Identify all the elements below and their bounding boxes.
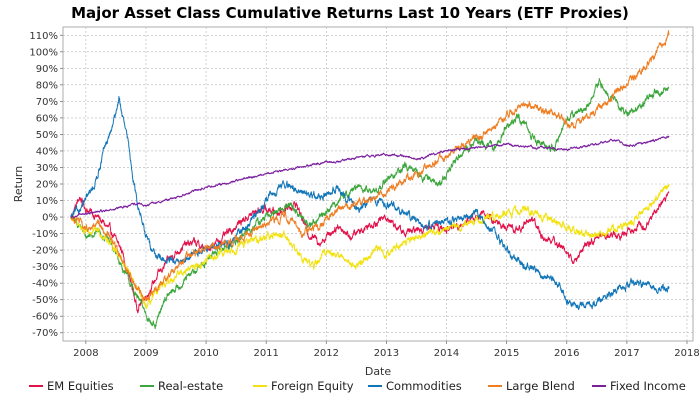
- y-tick-label: -30%: [32, 262, 58, 273]
- y-tick-label: -50%: [32, 295, 58, 306]
- y-tick-label: 110%: [29, 31, 58, 42]
- y-tick-label: -40%: [32, 279, 58, 290]
- y-tick-label: -70%: [32, 328, 58, 339]
- series-line-fixed-income: [70, 135, 670, 219]
- legend: EM Equities Real-estate Foreign Equity Comm…: [29, 379, 686, 393]
- legend-label: Large Blend: [506, 379, 575, 393]
- legend-label: Real-estate: [158, 379, 223, 393]
- y-tick-label: 50%: [36, 130, 58, 141]
- x-tick-label: 2017: [614, 348, 639, 359]
- legend-label: Foreign Equity: [271, 379, 354, 393]
- y-tick-label: 40%: [36, 146, 58, 157]
- y-tick-label: -20%: [32, 246, 58, 257]
- y-tick-label: 70%: [36, 97, 58, 108]
- x-tick-label: 2012: [314, 348, 339, 359]
- y-tick-label: 80%: [36, 80, 58, 91]
- legend-label: EM Equities: [47, 379, 114, 393]
- x-axis: 2008 2009 2010 2011 2012 2013 2014 2015 2016 2017…: [73, 341, 700, 359]
- y-tick-label: 10%: [36, 196, 58, 207]
- x-tick-label: 2015: [494, 348, 519, 359]
- x-tick-label: 2008: [73, 348, 98, 359]
- y-axis-title: Return: [12, 166, 25, 203]
- y-tick-label: -60%: [32, 312, 58, 323]
- series-layer: [70, 30, 670, 330]
- y-axis: -70% -60% -50% -40% -30% -20% -10% 0% 10% 20% 30% 4…: [29, 31, 63, 339]
- series-line-real-estate: [70, 78, 670, 330]
- y-tick-label: 100%: [29, 47, 58, 58]
- x-tick-label: 2013: [374, 348, 399, 359]
- x-tick-label: 2009: [133, 348, 158, 359]
- legend-label: Commodities: [386, 379, 462, 393]
- chart-title: Major Asset Class Cumulative Returns Las…: [71, 4, 629, 22]
- y-tick-label: 20%: [36, 180, 58, 191]
- y-tick-label: 30%: [36, 163, 58, 174]
- x-tick-label: 2010: [193, 348, 218, 359]
- y-tick-label: 90%: [36, 64, 58, 75]
- y-tick-label: 60%: [36, 113, 58, 124]
- x-tick-label: 2018: [674, 348, 699, 359]
- legend-label: Fixed Income: [610, 379, 686, 393]
- y-tick-label: 0%: [42, 213, 58, 224]
- x-tick-label: 2011: [253, 348, 278, 359]
- series-line-foreign-equity: [70, 183, 670, 310]
- x-tick-label: 2016: [554, 348, 579, 359]
- x-tick-label: 2014: [434, 348, 459, 359]
- series-line-large-blend: [70, 30, 670, 301]
- x-axis-title: Date: [365, 365, 392, 378]
- y-tick-label: -10%: [32, 229, 58, 240]
